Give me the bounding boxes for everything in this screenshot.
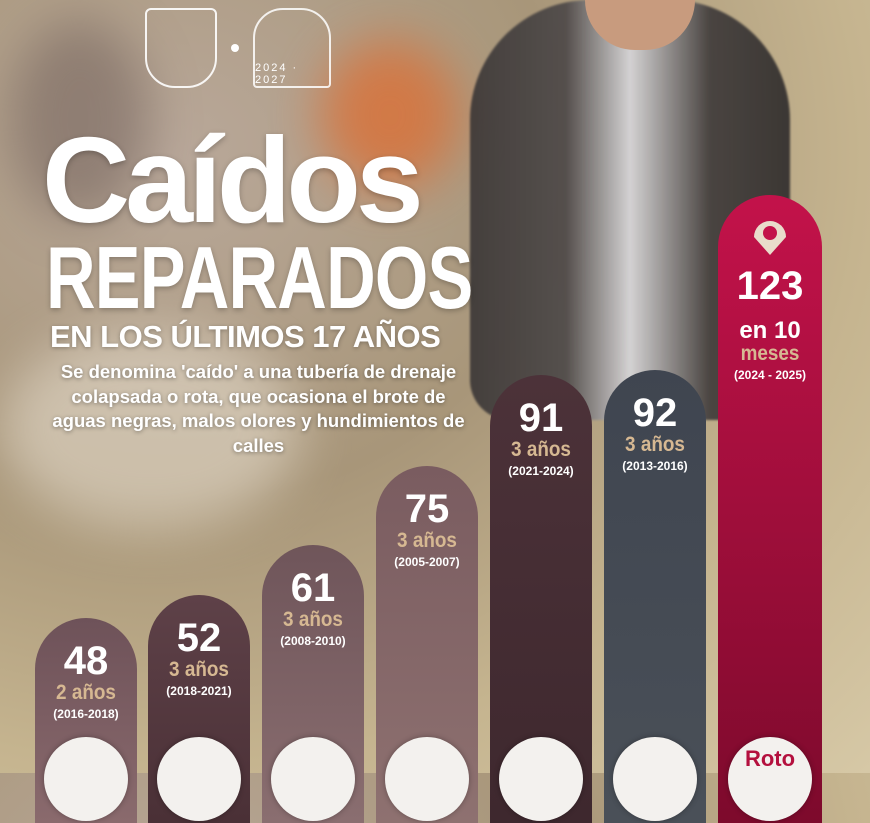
bar-value: 123 [736,263,804,308]
bar-value: 91 [518,396,564,441]
background-blur [320,40,460,190]
bar-duration: 2 años [56,680,116,704]
bar-duration: 3 años [397,528,457,552]
bar-period: (2005-2007) [394,554,460,569]
coat-of-arms-logo [145,8,217,88]
bar-value: 48 [63,638,109,683]
description: Se denomina 'caído' a una tubería de dre… [52,361,465,456]
bar-base-circle [499,736,583,821]
bar-period: (2021-2024) [508,464,574,479]
bar-value: 61 [290,565,336,610]
bar-4: 91 3 años (2021-2024) [490,375,592,823]
logos: 2024 · 2027 [145,8,331,88]
bar-period: (2013-2016) [622,458,688,473]
bar-period: (2024 - 2025) [733,367,807,382]
location-pin-icon [750,217,790,257]
bar-duration: 3 años [625,432,685,456]
title: Caídos [42,112,424,248]
bar-base-circle [157,736,241,821]
bar-base-circle [613,736,697,821]
bar-base-circle [271,736,355,821]
bar-value: 52 [176,616,222,661]
bar-5: 92 3 años (2013-2016) [604,369,706,823]
logo-years: 2024 · 2027 [255,62,299,86]
bar-duration: 3 años [511,438,571,462]
bar-base-circle [44,736,128,821]
bar-2: 61 3 años (2008-2010) [262,544,364,823]
bar-period: (2016-2018) [53,706,119,721]
bar-base-circle: Roto [728,736,812,821]
bar-duration: meses [740,341,800,365]
bar-duration: 3 años [283,607,343,631]
bar-duration: 3 años [169,658,229,682]
bar-base-circle [385,736,469,821]
background-blur [10,20,150,220]
administration-logo: 2024 · 2027 [253,8,331,88]
bar-6: 123 en 10 meses (2024 - 2025) Roto [718,194,822,823]
bar-duration-prefix: en 10 [739,316,801,344]
bar-period: (2018-2021) [166,684,232,699]
subtitle-period: EN LOS ÚLTIMOS 17 AÑOS [50,319,441,354]
bar-period: (2008-2010) [280,633,346,648]
separator-dot [231,44,239,52]
subtitle: REPARADOS [46,228,473,327]
bar-3: 75 3 años (2005-2007) [376,465,478,823]
bar-0: 48 2 años (2016-2018) [35,617,137,823]
background-blur [0,330,300,530]
bar-value: 92 [632,390,678,435]
bar-1: 52 3 años (2018-2021) [148,595,250,823]
bar-value: 75 [404,486,450,531]
